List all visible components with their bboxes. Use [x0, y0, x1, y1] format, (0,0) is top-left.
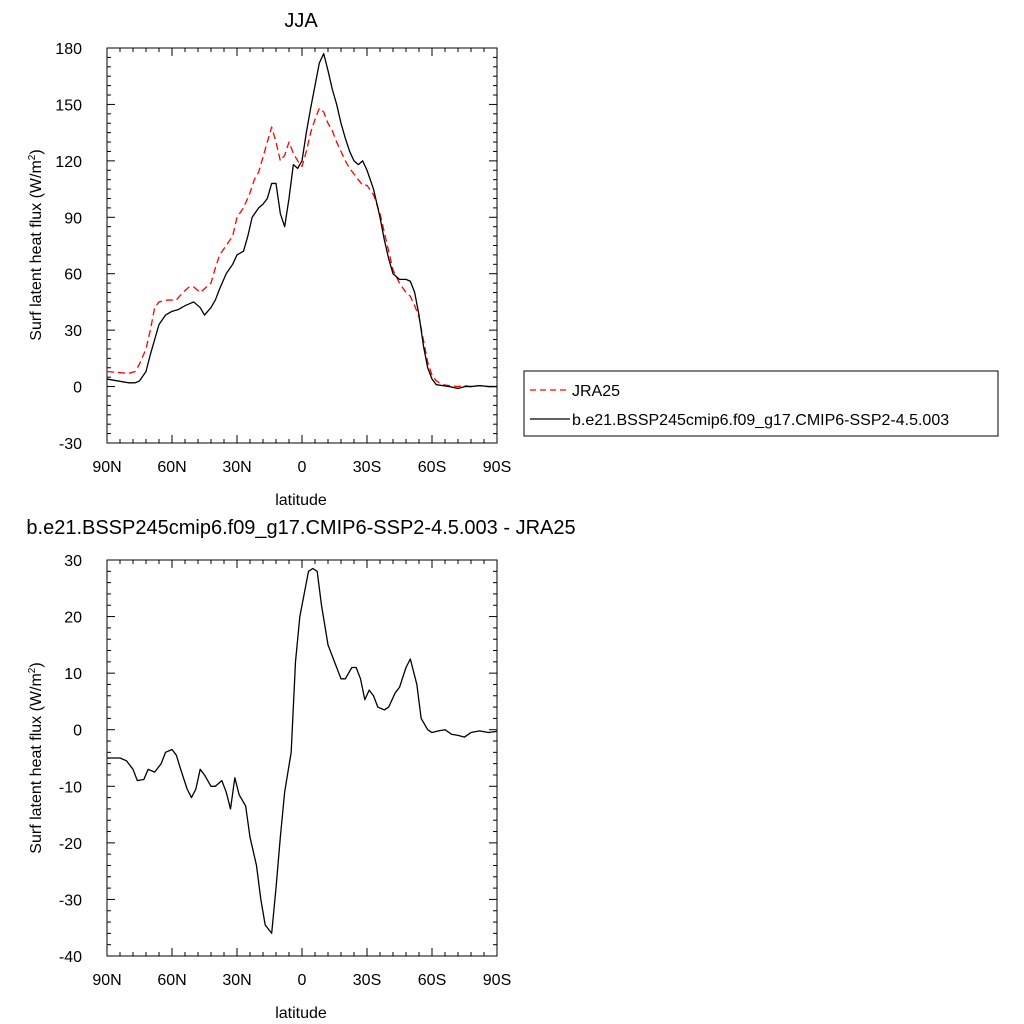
x-tick-label: 90S	[483, 972, 511, 989]
y-tick-label: 30	[64, 553, 82, 570]
top-panel-title: JJA	[284, 10, 318, 32]
y-tick-label: 10	[64, 666, 82, 683]
legend-label-model: b.e21.BSSP245cmip6.f09_g17.CMIP6-SSP2-4.…	[572, 412, 949, 429]
top-x-axis-label: latitude	[275, 492, 327, 509]
x-tick-label: 30S	[353, 972, 381, 989]
y-tick-label: -10	[59, 779, 82, 796]
y-tick-label: 0	[73, 723, 82, 740]
y-tick-label: 180	[55, 41, 82, 58]
bottom-y-axis-label-superscript: 2	[27, 667, 38, 673]
legend-box	[523, 370, 999, 437]
x-tick-label: 90N	[92, 459, 121, 476]
x-tick-label: 60N	[157, 972, 186, 989]
x-tick-label: 60S	[418, 459, 446, 476]
top-panel: JJA latitude Surf latent heat flux (W/m2…	[27, 10, 999, 509]
x-tick-label: 0	[298, 972, 307, 989]
y-tick-label: -30	[59, 436, 82, 453]
x-tick-label: 90S	[483, 459, 511, 476]
bottom-x-axis-label: latitude	[275, 1005, 327, 1022]
series-line-1-1	[106, 107, 497, 388]
x-tick-label: 30N	[222, 972, 251, 989]
y-tick-label: 120	[55, 154, 82, 171]
top-y-axis-label-main: Surf latent heat flux (W/m	[28, 160, 45, 341]
plot-frame	[106, 559, 498, 957]
bottom-y-axis-label-main: Surf latent heat flux (W/m	[28, 673, 45, 854]
x-tick-label: 0	[298, 459, 307, 476]
series-line-2-1	[107, 567, 498, 935]
y-tick-label: 30	[64, 323, 82, 340]
top-y-axis-label-close: )	[28, 149, 45, 154]
y-tick-label: -40	[59, 949, 82, 966]
bottom-y-axis-label-close: )	[28, 662, 45, 667]
x-tick-label: 90N	[92, 972, 121, 989]
y-tick-label: 20	[64, 610, 82, 627]
y-tick-label: -30	[59, 892, 82, 909]
legend-label-jra25: JRA25	[572, 383, 620, 400]
y-tick-label: 90	[64, 210, 82, 227]
y-tick-label: 60	[64, 267, 82, 284]
plot-frame	[106, 47, 498, 444]
x-tick-label: 30N	[222, 459, 251, 476]
bottom-y-axis-label: Surf latent heat flux (W/m2)	[27, 662, 45, 853]
legend: JRA25 b.e21.BSSP245cmip6.f09_g17.CMIP6-S…	[523, 370, 999, 437]
plot-1-axes: 90N 60N 30N 0 30S 60S 90S -30 0 30 60 90 120 150 180	[55, 41, 511, 476]
x-tick-label: 60S	[418, 972, 446, 989]
y-tick-label: 150	[55, 97, 82, 114]
bottom-panel: b.e21.BSSP245cmip6.f09_g17.CMIP6-SSP2-4.…	[26, 517, 575, 1022]
plot-2-axes: 90N 60N 30N 0 30S 60S 90S -40 -30 -20 -10 0 10 20 30	[59, 553, 511, 989]
series-line-1-2	[106, 52, 497, 390]
y-tick-label: -20	[59, 836, 82, 853]
bottom-panel-title: b.e21.BSSP245cmip6.f09_g17.CMIP6-SSP2-4.…	[26, 517, 575, 539]
top-y-axis-label-superscript: 2	[27, 154, 38, 160]
x-tick-label: 60N	[157, 459, 186, 476]
top-y-axis-label: Surf latent heat flux (W/m2)	[27, 149, 45, 340]
x-tick-label: 30S	[353, 459, 381, 476]
y-tick-label: 0	[73, 380, 82, 397]
